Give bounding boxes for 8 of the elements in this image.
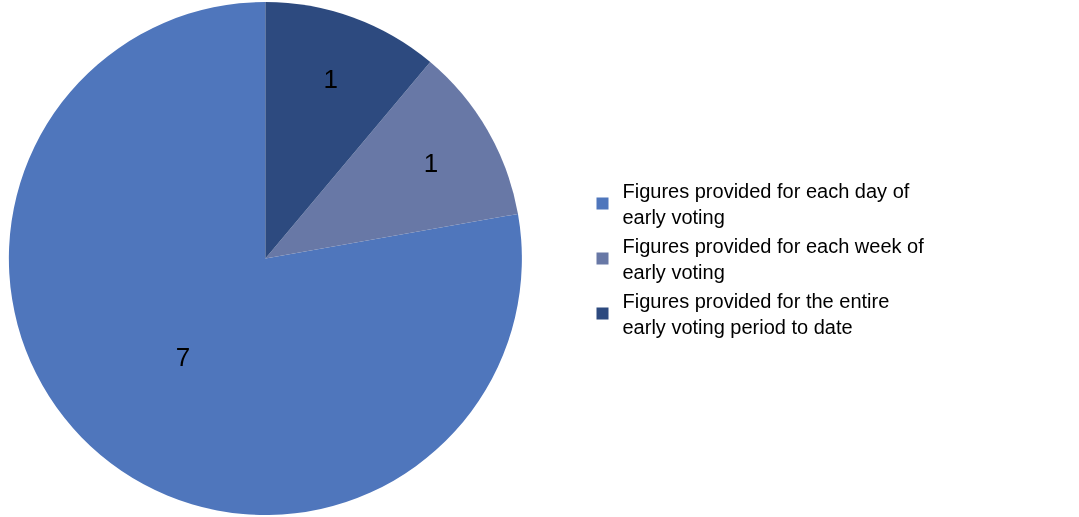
legend-label: Figures provided for each day of early voting [622, 180, 910, 229]
legend-label: Figures provided for the entire early voting period to date [622, 290, 890, 339]
pie-slice [265, 62, 518, 259]
pie-slice [8, 2, 522, 515]
data-label: 1 [323, 63, 338, 94]
legend-label: Figures provided for each week of early voting [622, 235, 925, 284]
data-label: 7 [175, 341, 191, 372]
data-label: 1 [423, 147, 439, 178]
